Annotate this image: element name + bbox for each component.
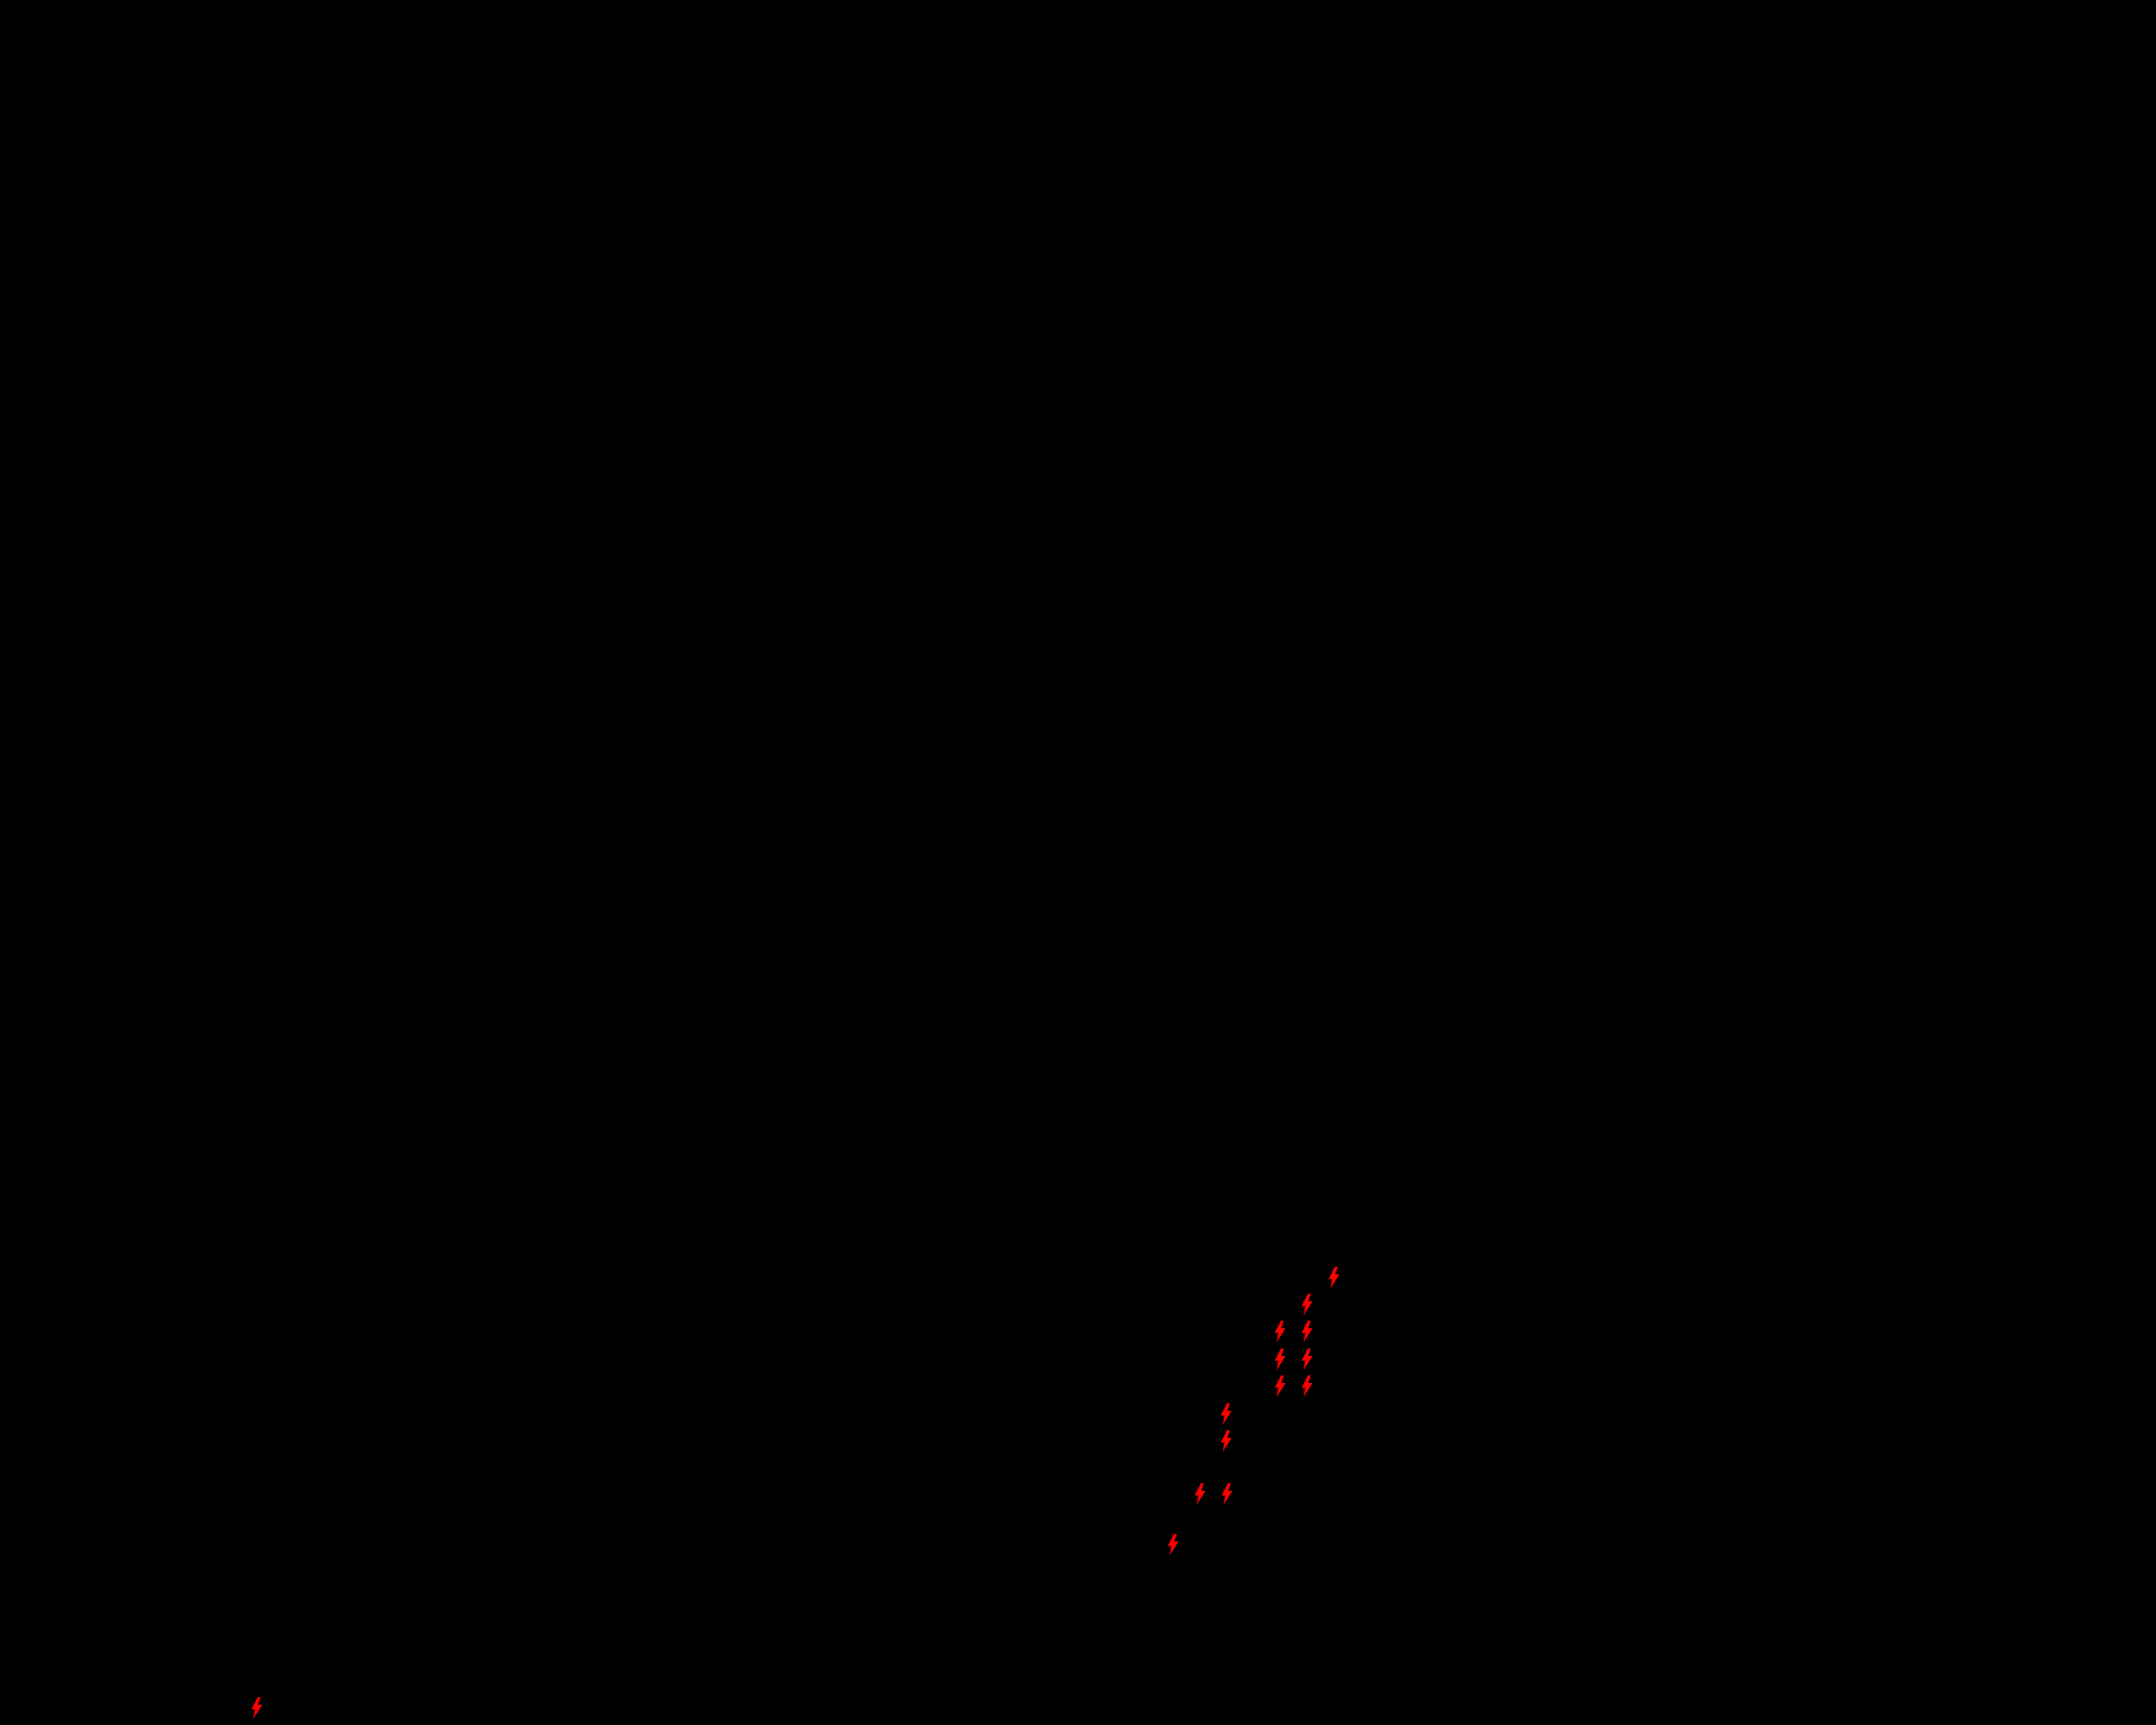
lightning-bolt-icon[interactable] <box>1167 1534 1179 1556</box>
lightning-bolt-icon[interactable] <box>1301 1375 1313 1397</box>
lightning-bolt-icon[interactable] <box>1301 1321 1313 1343</box>
lightning-bolt-icon[interactable] <box>1221 1483 1233 1505</box>
lightning-bolt-icon[interactable] <box>1301 1294 1313 1316</box>
lightning-bolt-icon[interactable] <box>1301 1348 1313 1370</box>
lightning-bolt-icon[interactable] <box>1274 1375 1286 1397</box>
lightning-bolt-icon[interactable] <box>1328 1267 1340 1289</box>
lightning-bolt-icon[interactable] <box>1274 1321 1286 1343</box>
lightning-bolt-icon[interactable] <box>1220 1430 1232 1452</box>
lightning-bolt-icon[interactable] <box>1194 1483 1206 1505</box>
lightning-bolt-icon[interactable] <box>1274 1348 1286 1370</box>
lightning-bolt-icon[interactable] <box>251 1697 263 1719</box>
lightning-bolt-icon[interactable] <box>1220 1403 1232 1425</box>
